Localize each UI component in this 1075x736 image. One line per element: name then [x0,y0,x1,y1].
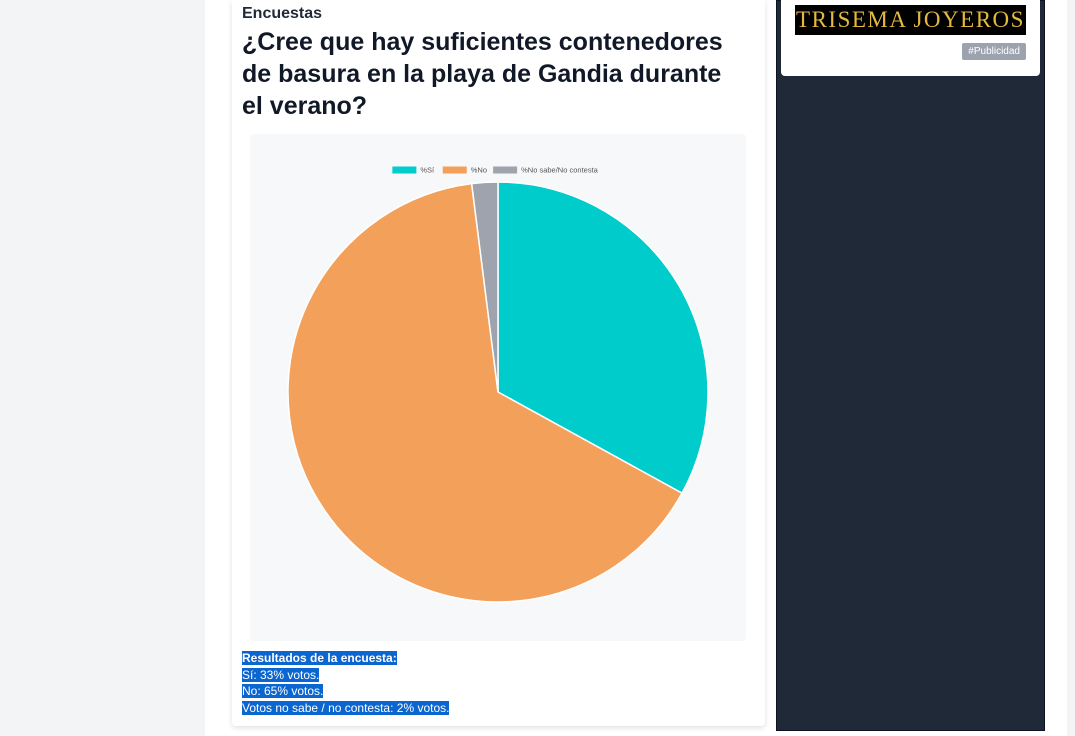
legend-label-0[interactable]: %Sí [420,166,435,175]
sidebar [776,0,1045,731]
poll-chart: %Sí %No %No sabe/No contesta [250,134,746,641]
pie-chart: %Sí %No %No sabe/No contesta [287,166,709,603]
poll-card: Encuestas ¿Cree que hay suficientes cont… [232,0,765,726]
legend-label-1[interactable]: %No [471,166,487,175]
ad-card: TRISEMA JOYEROS #Publicidad [781,0,1040,76]
publicidad-badge: #Publicidad [962,43,1026,60]
pie-slice-1[interactable] [287,182,684,603]
poll-results: Resultados de la encuesta: Sí: 33% votos… [242,650,450,716]
result-si: Sí: 33% votos. [242,667,320,682]
result-nsnc: Votos no sabe / no contesta: 2% votos. [242,700,450,715]
results-heading: Resultados de la encuesta: [242,651,397,665]
legend-label-2[interactable]: %No sabe/No contesta [521,166,599,175]
legend-swatch-2[interactable] [493,166,518,174]
trisema-joyeros-logo[interactable]: TRISEMA JOYEROS [795,5,1026,35]
category-label[interactable]: Encuestas [242,5,323,22]
result-no: No: 65% votos. [242,684,324,698]
pie-slice-0[interactable] [497,181,709,495]
legend-swatch-1[interactable] [442,166,467,174]
legend-swatch-0[interactable] [392,166,417,174]
pie-slice-2[interactable] [470,181,499,393]
poll-title: ¿Cree que hay suficientes contenedores d… [242,28,723,120]
